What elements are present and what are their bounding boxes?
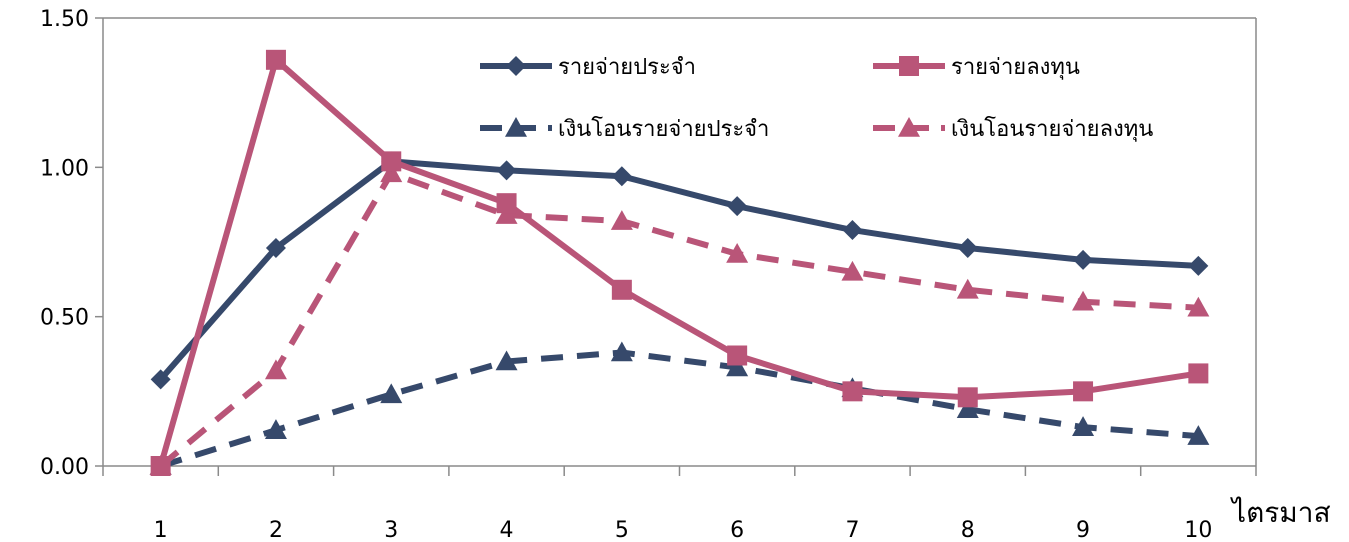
x-tick-label: 1: [154, 518, 168, 542]
legend-entry: เงินโอนรายจ่ายลงทุน: [873, 116, 1153, 142]
data-point: [956, 398, 979, 419]
data-point: [726, 242, 749, 263]
data-point: [842, 381, 863, 402]
data-point: [264, 359, 287, 380]
data-point: [1072, 416, 1095, 436]
data-point: [150, 369, 171, 390]
x-tick-label: 7: [845, 518, 859, 542]
x-tick-label: 9: [1076, 518, 1090, 542]
data-point: [265, 237, 286, 258]
data-point: [611, 166, 632, 187]
series-line: [158, 170, 1199, 469]
legend-label: เงินโอนรายจ่ายลงทุน: [951, 116, 1153, 142]
y-tick-label: 1.50: [40, 7, 89, 32]
data-point: [1188, 363, 1209, 384]
legend-entry: เงินโอนรายจ่ายประจำ: [480, 116, 769, 142]
legend-label: เงินโอนรายจ่ายประจำ: [558, 116, 769, 142]
series-line: [159, 349, 1199, 469]
data-point: [610, 210, 633, 230]
series-2: [150, 49, 1209, 476]
data-point: [726, 356, 749, 377]
x-tick-label: 4: [500, 518, 514, 542]
legend-marker: [505, 117, 527, 137]
series-layer: [149, 49, 1210, 476]
x-tick-label: 6: [730, 518, 744, 542]
data-point: [611, 279, 632, 300]
data-point: [265, 49, 286, 70]
series-4: [149, 162, 1210, 475]
data-point: [1187, 296, 1210, 317]
legend-entry: รายจ่ายประจำ: [480, 55, 696, 80]
y-tick-label: 0.00: [40, 455, 89, 480]
data-point: [380, 162, 403, 183]
series-line: [157, 56, 1202, 469]
x-tick-label: 3: [384, 518, 398, 542]
data-point: [1073, 381, 1094, 402]
data-point: [1073, 249, 1094, 270]
data-point: [842, 220, 863, 241]
data-point: [496, 160, 517, 181]
axes: 0.00 0.50 1.00 1.50 1 2 3 4 5 6 7 8 9 10: [40, 7, 1257, 542]
data-point: [956, 278, 979, 299]
data-point: [1072, 290, 1095, 311]
data-point: [380, 383, 403, 404]
series-1: [150, 151, 1209, 390]
legend-entry: รายจ่ายลงทุน: [873, 55, 1080, 80]
legend-label: รายจ่ายลงทุน: [951, 55, 1080, 80]
legend-label: รายจ่ายประจำ: [558, 55, 696, 80]
legend-marker: [898, 117, 920, 137]
data-point: [727, 345, 748, 366]
data-point: [957, 387, 978, 408]
legend-marker: [506, 56, 526, 76]
x-tick-label: 10: [1184, 518, 1212, 542]
x-tick-label: 2: [269, 518, 283, 542]
data-point: [495, 350, 518, 371]
data-point: [381, 151, 402, 172]
data-point: [841, 260, 864, 281]
y-tick-label: 0.50: [40, 306, 89, 331]
data-point: [610, 341, 633, 362]
series-3: [149, 341, 1210, 475]
data-point: [1188, 255, 1209, 276]
data-point: [495, 204, 518, 224]
y-tick-label: 1.00: [40, 156, 89, 181]
x-tick-label: 8: [961, 518, 975, 542]
x-axis-title: ไตรมาส: [1230, 496, 1331, 529]
legend-marker: [899, 56, 919, 76]
x-tick-label: 5: [615, 518, 629, 542]
series-line: [157, 158, 1202, 383]
data-point: [264, 419, 287, 439]
data-point: [957, 237, 978, 258]
data-point: [496, 193, 517, 214]
data-point: [150, 456, 171, 476]
data-point: [727, 196, 748, 217]
legend: รายจ่ายประจำ รายจ่ายลงทุนเงินโอนรายจ่ายปร…: [480, 55, 1153, 142]
data-point: [1187, 425, 1210, 445]
